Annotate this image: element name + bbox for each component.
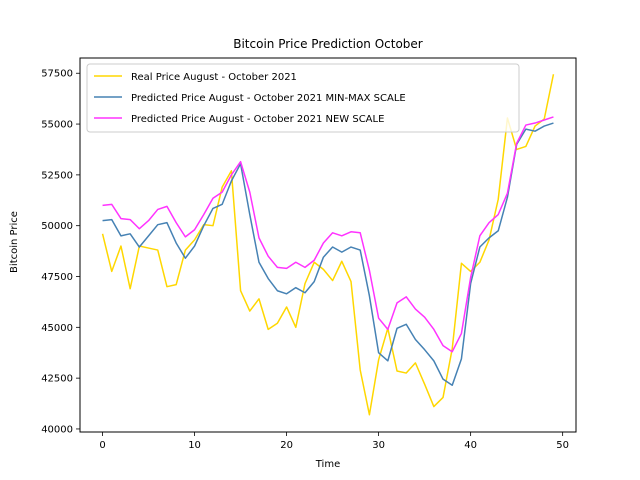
legend: Real Price August - October 2021 Predicte… <box>86 63 520 133</box>
y-tick-label: 57500 <box>41 69 73 80</box>
legend-label-1: Predicted Price August - October 2021 MI… <box>131 93 406 104</box>
legend-label-0: Real Price August - October 2021 <box>131 72 297 83</box>
legend-box <box>86 63 520 133</box>
x-tick-label: 0 <box>99 440 105 451</box>
x-tick-label: 40 <box>464 440 477 451</box>
plot-lines <box>101 74 555 416</box>
y-tick-label: 55000 <box>41 120 73 131</box>
x-axis-ticks: 0 10 20 30 40 50 <box>99 432 569 451</box>
x-tick-label: 10 <box>188 440 201 451</box>
y-tick-label: 42500 <box>41 374 73 385</box>
y-tick-label: 50000 <box>41 221 73 232</box>
legend-label-2: Predicted Price August - October 2021 NE… <box>131 114 384 125</box>
x-tick-label: 50 <box>556 440 569 451</box>
series-line-1 <box>102 122 554 386</box>
y-tick-label: 52500 <box>41 170 73 181</box>
x-axis-label: Time <box>315 459 340 470</box>
y-axis-label: Bitcoin Price <box>9 211 20 273</box>
y-tick-label: 45000 <box>41 323 73 334</box>
y-axis-ticks: 40000 42500 45000 47500 50000 52500 55000 57500 <box>41 69 80 435</box>
x-tick-label: 20 <box>280 440 293 451</box>
axes-frame <box>79 57 577 433</box>
y-tick-label: 40000 <box>41 424 73 435</box>
x-tick-label: 30 <box>372 440 385 451</box>
y-tick-label: 47500 <box>41 272 73 283</box>
chart-title: Bitcoin Price Prediction October <box>233 37 423 51</box>
series-line-0 <box>101 74 555 416</box>
series-line-2 <box>102 116 554 353</box>
